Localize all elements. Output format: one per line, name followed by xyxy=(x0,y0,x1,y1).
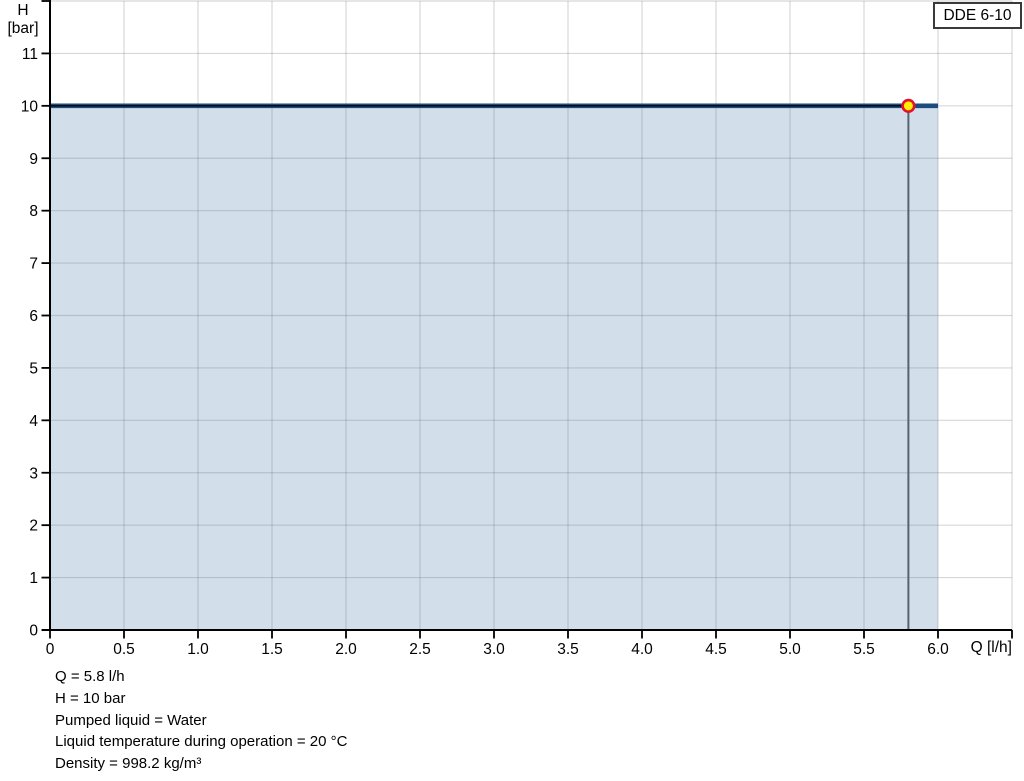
info-line: H = 10 bar xyxy=(55,689,126,707)
x-tick-label: 2.5 xyxy=(409,641,431,658)
y-tick-label: 2 xyxy=(29,518,38,535)
pump-curve-chart: 0 1 2 3 4 5 6 7 8 9 10 11 0 0.5 1.0 1.5 2.0 2.5 3.0 3.5 4.0 4… xyxy=(21,0,1013,658)
y-axis-unit-label: [bar] xyxy=(7,19,39,37)
x-tick-label: 5.0 xyxy=(779,641,801,658)
info-line: Q = 5.8 l/h xyxy=(55,668,125,685)
info-line: Liquid temperature during operation = 20… xyxy=(55,733,348,751)
y-tick-label: 6 xyxy=(29,308,38,325)
pump-model-label: DDE 6-10 xyxy=(943,6,1012,24)
x-tick-label: 0 xyxy=(46,641,55,658)
x-tick-label: 2.0 xyxy=(335,641,357,658)
x-tick-label: 3.0 xyxy=(483,641,505,658)
y-tick-label: 1 xyxy=(29,570,38,587)
info-line: Density = 998.2 kg/m³ xyxy=(55,755,202,773)
x-tick-label: 0.5 xyxy=(113,641,135,658)
y-tick-label: 10 xyxy=(21,98,39,115)
x-axis-title: Q [l/h] xyxy=(970,639,1012,656)
y-axis-quantity-label: H xyxy=(17,2,29,19)
y-tick-label: 0 xyxy=(29,623,38,640)
pump-curve-area xyxy=(50,105,938,631)
y-tick-label: 3 xyxy=(29,465,38,482)
x-tick-label: 6.0 xyxy=(927,641,949,658)
y-tick-label: 7 xyxy=(29,256,38,273)
duty-point-info: Q = 5.8 l/h H = 10 bar Pumped liquid = Wat… xyxy=(55,666,347,775)
x-tick-label: 5.5 xyxy=(853,641,875,658)
y-tick-label: 8 xyxy=(29,203,38,220)
y-tick-label: 4 xyxy=(29,413,38,430)
operating-point-marker[interactable] xyxy=(901,98,916,113)
y-axis-title: H [bar] xyxy=(0,2,46,37)
x-tick-label: 1.0 xyxy=(187,641,209,658)
y-tick-label: 11 xyxy=(22,46,38,63)
x-tick-label: 4.0 xyxy=(631,641,653,658)
x-tick-label: 3.5 xyxy=(557,641,579,658)
info-line: Pumped liquid = Water xyxy=(55,711,207,729)
x-tick-label: 1.5 xyxy=(261,641,283,658)
x-tick-label: 4.5 xyxy=(705,641,727,658)
pump-model-badge: DDE 6-10 xyxy=(933,2,1022,29)
y-tick-label: 5 xyxy=(29,360,38,377)
y-tick-label: 9 xyxy=(29,151,38,168)
